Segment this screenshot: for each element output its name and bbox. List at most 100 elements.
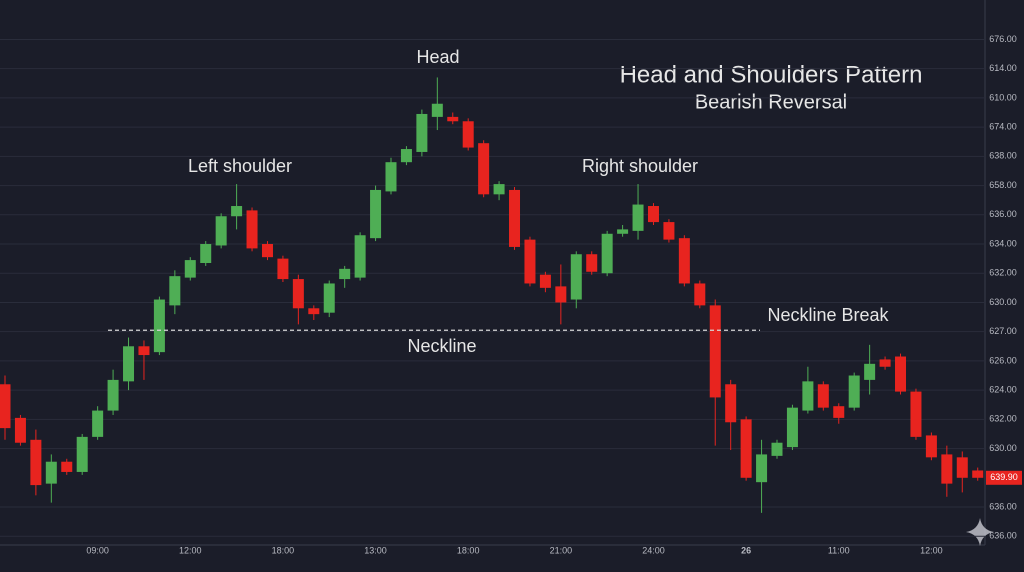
x-tick-label: 11:00 (828, 545, 850, 555)
sparkle-icon (966, 518, 994, 546)
y-tick-label: 674.00 (989, 121, 1017, 131)
candle-body (431, 103, 443, 117)
candle-body (647, 206, 659, 223)
candle-body (447, 116, 459, 122)
candle-body (740, 419, 752, 478)
x-tick-label: 09:00 (86, 545, 109, 555)
y-tick-label: 638.00 (989, 151, 1017, 161)
candle-body (586, 254, 598, 272)
candle-body (308, 308, 320, 315)
candle-body (45, 461, 57, 484)
candle-body (539, 274, 551, 288)
candle-body (725, 384, 737, 423)
annotation: Neckline (407, 336, 476, 356)
y-tick-label: 658.00 (989, 180, 1017, 190)
price-tag: 639.90 (990, 472, 1018, 482)
candle-body (709, 305, 721, 398)
x-tick-label: 13:00 (364, 545, 387, 555)
candle-body (370, 189, 382, 239)
candle-body (261, 244, 273, 258)
annotation: Left shoulder (188, 156, 292, 176)
candle-body (848, 375, 860, 408)
x-tick-label: 21:00 (550, 545, 573, 555)
candle-body (30, 439, 42, 486)
candle-body (817, 384, 829, 408)
annotation: Neckline Break (767, 305, 889, 325)
candle-body (462, 121, 474, 148)
candle-body (972, 470, 984, 478)
candle-body (570, 254, 582, 300)
candle-body (323, 283, 335, 313)
x-tick-label: 12:00 (179, 545, 202, 555)
candle-body (416, 113, 428, 152)
candle-body (925, 435, 937, 458)
candle-body (879, 359, 891, 367)
candle-body (833, 406, 845, 418)
candle-body (92, 410, 104, 437)
candle-body (169, 276, 181, 306)
candle-body (76, 436, 88, 472)
y-tick-label: 627.00 (989, 326, 1017, 336)
y-tick-label: 676.00 (989, 34, 1017, 44)
candle-body (138, 346, 150, 356)
candle-body (555, 286, 567, 303)
candle-body (478, 143, 490, 195)
y-tick-label: 614.00 (989, 63, 1017, 73)
candle-body (246, 210, 258, 249)
candle-body (200, 244, 212, 264)
y-tick-label: 610.00 (989, 92, 1017, 102)
candle-body (123, 346, 135, 382)
candle-body (493, 184, 505, 195)
chart-subtitle: Bearish Reversal (695, 91, 847, 113)
y-tick-label: 632.00 (989, 268, 1017, 278)
candle-body (524, 239, 536, 284)
y-tick-label: 636.00 (989, 209, 1017, 219)
candle-body (61, 461, 73, 472)
candle-body (184, 260, 196, 278)
candle-body (107, 379, 119, 411)
candle-body (231, 206, 243, 217)
chart-title: Head and Shoulders Pattern (620, 61, 923, 88)
candle-body (0, 384, 11, 429)
candle-body (292, 279, 304, 309)
candle-body (895, 356, 907, 392)
y-tick-label: 636.00 (989, 531, 1017, 541)
y-tick-label: 626.00 (989, 355, 1017, 365)
y-tick-label: 636.00 (989, 501, 1017, 511)
y-tick-label: 632.00 (989, 414, 1017, 424)
candle-body (956, 457, 968, 478)
x-tick-label: 26 (741, 545, 751, 555)
candle-body (400, 149, 412, 163)
candle-body (663, 222, 675, 240)
candle-body (153, 299, 165, 353)
candle-body (617, 229, 629, 234)
candle-body (678, 238, 690, 284)
candle-body (385, 162, 397, 192)
candle-body (910, 391, 922, 437)
price-tag-box (986, 470, 1022, 485)
x-tick-label: 12:00 (920, 545, 943, 555)
candle-body (14, 417, 26, 443)
y-tick-label: 624.00 (989, 384, 1017, 394)
annotation: Head (416, 47, 459, 67)
candle-body (277, 258, 289, 280)
y-tick-label: 634.00 (989, 238, 1017, 248)
annotation: Right shoulder (582, 156, 698, 176)
candle-body (786, 407, 798, 448)
candle-body (694, 283, 706, 306)
candle-body (215, 216, 227, 246)
candle-body (864, 363, 876, 380)
candle-body (941, 454, 953, 484)
candle-body (771, 442, 783, 456)
y-tick-label: 630.00 (989, 443, 1017, 453)
x-tick-label: 18:00 (457, 545, 480, 555)
candle-body (601, 233, 613, 274)
candle-body (339, 268, 351, 280)
x-tick-label: 18:00 (272, 545, 295, 555)
y-tick-label: 630.00 (989, 297, 1017, 307)
candle-body (632, 204, 644, 231)
x-tick-label: 24:00 (642, 545, 665, 555)
candle-body (509, 189, 521, 247)
candle-body (354, 235, 366, 278)
